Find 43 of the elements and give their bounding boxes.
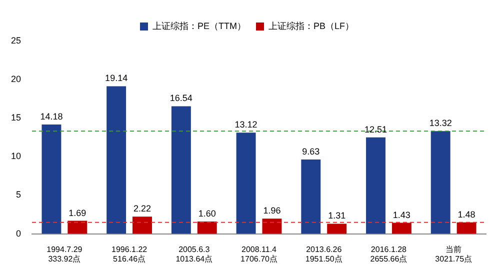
data-label: 1.43: [392, 210, 410, 220]
bar: [236, 132, 256, 234]
data-label: 13.12: [234, 120, 258, 130]
y-tick-label: 10: [10, 151, 22, 162]
data-label: 13.32: [429, 118, 452, 128]
bar: [171, 106, 191, 234]
data-label: 19.14: [105, 73, 128, 84]
data-label: 16.54: [170, 93, 192, 104]
x-tick-label: 2005.6.3 1013.64点: [176, 244, 213, 264]
data-label: 1.31: [328, 210, 346, 221]
y-tick-label: 20: [10, 74, 22, 84]
x-tick-label: 1996.1.22 516.46点: [111, 244, 148, 264]
bar: [68, 220, 88, 234]
bar: [106, 86, 126, 234]
data-label: 1.48: [458, 209, 476, 220]
legend-label: 上证综指：PB（LF）: [268, 20, 354, 31]
bar: [197, 221, 217, 234]
legend-label: 上证综指：PE（TTM）: [152, 20, 246, 31]
bar: [366, 137, 386, 234]
bar: [132, 216, 152, 234]
bar: [430, 131, 450, 234]
data-label: 9.63: [302, 146, 320, 157]
bar: [392, 222, 412, 234]
y-tick-label: 15: [10, 112, 22, 123]
bar: [456, 222, 476, 234]
x-tick-label: 当前 3021.75点: [435, 244, 472, 264]
data-label: 12.51: [364, 124, 388, 134]
y-tick-label: 5: [16, 190, 22, 200]
data-label: 1.69: [68, 208, 86, 218]
bar: [301, 160, 321, 234]
x-tick-label: 2016.1.28 2655.66点: [370, 244, 408, 264]
x-tick-label: 1994.7.29 333.92点: [46, 244, 83, 264]
data-label: 1.60: [198, 208, 216, 218]
y-tick-label: 0: [16, 228, 22, 238]
x-tick-label: 2008.11.4 1706.70点: [240, 244, 278, 264]
bar: [262, 218, 282, 234]
y-tick-label: 25: [10, 35, 22, 46]
data-label: 1.96: [263, 206, 281, 216]
x-tick-label: 2013.6.26 1951.50点: [305, 244, 342, 264]
data-label: 2.22: [134, 204, 152, 214]
data-label: 14.18: [40, 111, 63, 122]
bar: [327, 224, 347, 234]
bar: [42, 124, 62, 234]
